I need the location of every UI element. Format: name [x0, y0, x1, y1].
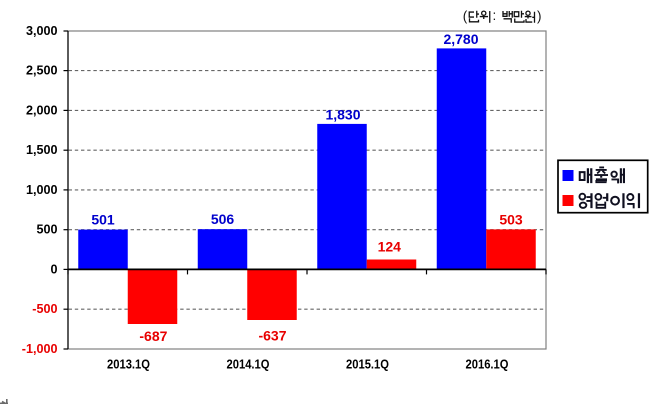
svg-text:2016.1Q: 2016.1Q — [466, 356, 509, 371]
svg-text:1,000: 1,000 — [26, 183, 58, 197]
svg-text:(: ( — [463, 9, 468, 24]
svg-text:-687: -687 — [139, 328, 167, 344]
svg-text:124: 124 — [378, 239, 402, 255]
svg-text:503: 503 — [499, 211, 523, 227]
svg-text:2,780: 2,780 — [443, 31, 478, 47]
svg-text:506: 506 — [211, 211, 235, 227]
svg-text:2,000: 2,000 — [26, 103, 58, 117]
svg-text:-637: -637 — [258, 328, 286, 344]
svg-text:2015.1Q: 2015.1Q — [346, 356, 389, 371]
svg-text:500: 500 — [36, 223, 57, 237]
svg-text:): ) — [537, 9, 542, 24]
svg-text:2,500: 2,500 — [26, 64, 58, 78]
svg-text:1,830: 1,830 — [325, 106, 360, 122]
svg-text:-500: -500 — [32, 302, 57, 316]
svg-text:1,500: 1,500 — [26, 143, 58, 157]
svg-text:2014.1Q: 2014.1Q — [227, 356, 270, 371]
svg-text:3,000: 3,000 — [26, 24, 58, 38]
svg-text:501: 501 — [91, 212, 115, 228]
svg-text::: : — [493, 8, 497, 23]
svg-text:-1,000: -1,000 — [22, 342, 58, 356]
svg-text:0: 0 — [50, 262, 57, 276]
svg-text:2013.1Q: 2013.1Q — [107, 356, 150, 371]
